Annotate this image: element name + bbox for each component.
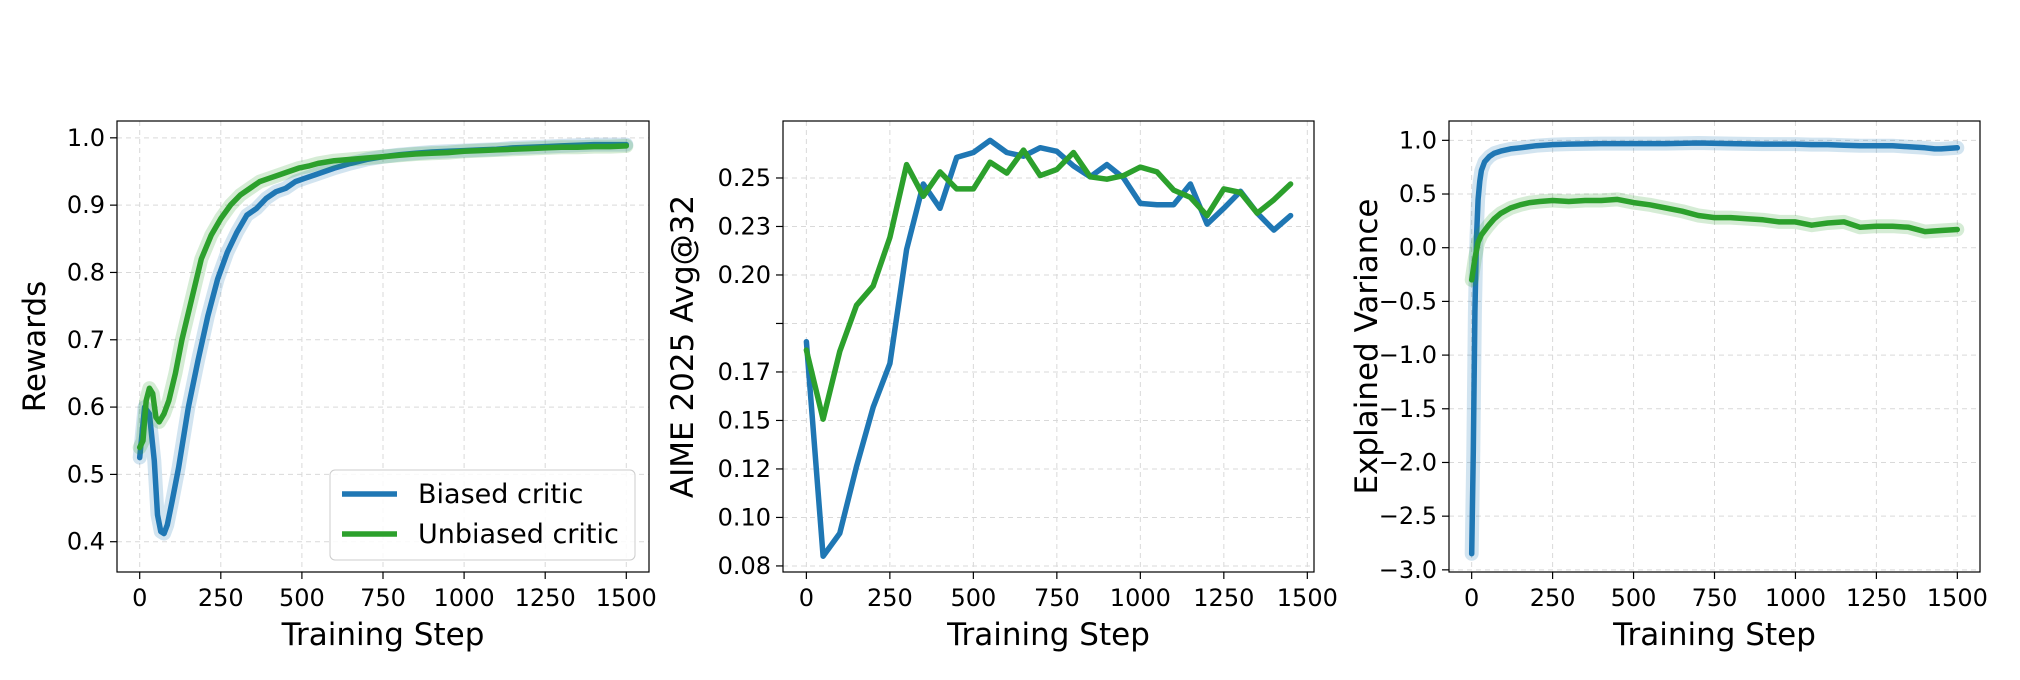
x-tick-label: 1250 — [1193, 584, 1254, 612]
legend-label-unbiased: Unbiased critic — [418, 519, 619, 550]
x-tick-label: 1250 — [515, 584, 576, 612]
x-tick-label: 500 — [279, 584, 325, 612]
y-tick-label: −1.0 — [1379, 341, 1437, 369]
x-tick-label: 1500 — [596, 584, 657, 612]
chart-panel-2: 0 250 500 750 1000 1250 1500 0.08 0.10 0.12 0.15 0.… — [665, 120, 1338, 653]
y-tick-label: 0.23 — [718, 212, 771, 240]
series-line-unbiased-critic — [1468, 196, 1961, 283]
y-axis-label: Explained Variance — [1349, 199, 1385, 495]
y-tick-label: 0.8 — [67, 258, 105, 286]
x-tick-label: 250 — [1530, 584, 1576, 612]
y-tick-label: 1.0 — [67, 124, 105, 152]
y-tick-label: 0.0 — [1399, 234, 1437, 262]
series-line-biased-critic — [803, 137, 1294, 559]
x-axis-label: Training Step — [1612, 617, 1816, 653]
plot-area — [1464, 136, 1965, 561]
y-tick-label: −2.0 — [1379, 448, 1437, 476]
series-line-unbiased-critic — [803, 147, 1294, 422]
y-tick-label: 0.9 — [67, 191, 105, 219]
x-tick-label: 0 — [799, 584, 814, 612]
y-tick-label: 0.6 — [67, 393, 105, 421]
plot-area — [803, 137, 1294, 559]
y-tick-label: −2.5 — [1379, 502, 1437, 530]
x-tick-label: 500 — [1611, 584, 1657, 612]
x-tick-label: 250 — [867, 584, 913, 612]
x-tick-label: 1500 — [1277, 584, 1338, 612]
x-tick-label: 1000 — [434, 584, 495, 612]
y-tick-label: 0.5 — [67, 460, 105, 488]
y-tick-label: 0.5 — [1399, 180, 1437, 208]
y-axis-label: AIME 2025 Avg@32 — [665, 195, 701, 498]
y-tick-label: 0.17 — [718, 358, 771, 386]
plot-area — [132, 137, 634, 541]
x-axis-label: Training Step — [281, 617, 485, 653]
legend: Biased critic Unbiased critic — [329, 469, 636, 561]
axes-frame — [782, 120, 1315, 573]
y-tick-label: 0.10 — [718, 503, 771, 531]
x-tick-label: 0 — [132, 584, 147, 612]
y-tick-label: 0.08 — [718, 552, 771, 580]
y-tick-label: 1.0 — [1399, 126, 1437, 154]
x-tick-label: 1250 — [1846, 584, 1907, 612]
chart-panel-1: 0 250 500 750 1000 1250 1500 0.4 0.5 0.6 0.7 0.8 0.9… — [17, 120, 657, 653]
x-tick-label: 750 — [1692, 584, 1738, 612]
series-line-unbiased-critic — [136, 143, 630, 451]
x-tick-label: 750 — [360, 584, 406, 612]
x-tick-label: 250 — [198, 584, 244, 612]
y-tick-label: 0.20 — [718, 261, 771, 289]
x-axis-label: Training Step — [946, 617, 1150, 653]
y-tick-label: 0.4 — [67, 528, 105, 556]
x-tick-label: 500 — [950, 584, 996, 612]
y-tick-label: 0.15 — [718, 406, 771, 434]
legend-box — [329, 469, 636, 561]
x-tick-label: 750 — [1034, 584, 1080, 612]
x-tick-label: 1000 — [1110, 584, 1171, 612]
y-tick-label: −3.0 — [1379, 556, 1437, 584]
y-tick-label: 0.25 — [718, 164, 771, 192]
series-line-biased-critic — [1468, 140, 1961, 557]
y-tick-label: 0.12 — [718, 455, 771, 483]
y-tick-label: −1.5 — [1379, 395, 1437, 423]
y-tick-label: 0.7 — [67, 326, 105, 354]
x-tick-label: 0 — [1464, 584, 1479, 612]
x-tick-label: 1000 — [1765, 584, 1826, 612]
y-axis-label: Rewards — [17, 281, 53, 413]
legend-label-biased: Biased critic — [418, 479, 583, 510]
y-tick-label: −0.5 — [1379, 287, 1437, 315]
chart-panel-3: 0 250 500 750 1000 1250 1500 −3.0 −2.5 −2.0 −1.5 −1… — [1349, 120, 1988, 653]
x-tick-label: 1500 — [1927, 584, 1988, 612]
